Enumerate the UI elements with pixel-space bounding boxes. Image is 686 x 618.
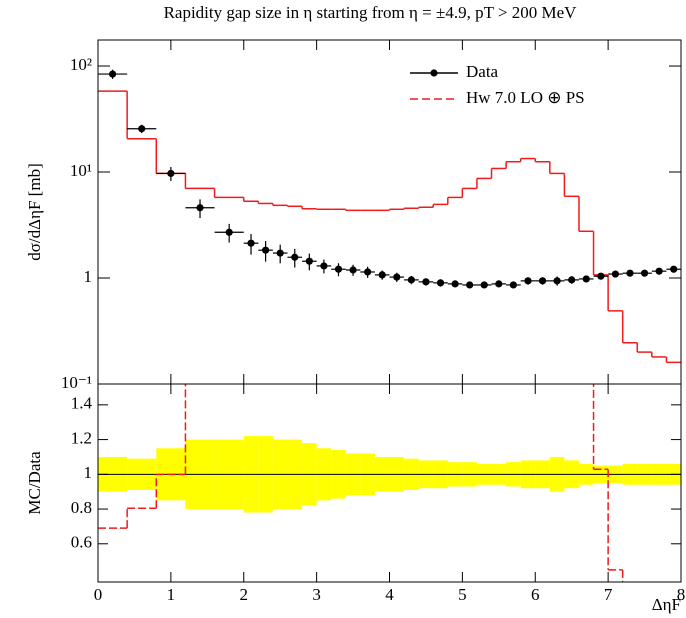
data-point (167, 169, 175, 178)
data-point (466, 281, 474, 289)
data-point (349, 266, 357, 274)
data-point (378, 271, 386, 279)
data-point (655, 267, 663, 275)
data-point (524, 277, 532, 285)
data-point (422, 278, 430, 286)
data-point (640, 269, 649, 277)
data-point (451, 280, 459, 288)
ratio-line (98, 384, 624, 582)
x-tick-label: 3 (312, 585, 321, 604)
y-tick-label: 10¹ (70, 161, 92, 180)
y-tick-label: 0.8 (71, 498, 92, 517)
main-frame (97, 39, 682, 385)
legend-marker (430, 69, 438, 77)
ratio-frame (97, 383, 682, 583)
legend-label: Data (466, 62, 499, 81)
data-point (611, 270, 620, 278)
data-point (670, 265, 678, 273)
x-tick-label: 5 (458, 585, 467, 604)
data-point (305, 257, 313, 265)
data-point (626, 269, 634, 277)
data-point (247, 239, 255, 247)
x-tick-label: 1 (167, 585, 176, 604)
x-tick-label: 6 (531, 585, 540, 604)
y-tick-label: 10⁻¹ (61, 373, 92, 392)
data-point (138, 125, 146, 133)
data-point (582, 275, 590, 283)
x-tick-label: 8 (677, 585, 686, 604)
y-tick-label: 1.2 (71, 428, 92, 447)
legend-label: Hw 7.0 LO ⊕ PS (466, 88, 585, 107)
data-point (553, 277, 561, 285)
y-tick-label: 10² (70, 55, 92, 74)
data-point (393, 273, 401, 281)
plot-layer (98, 69, 681, 582)
y-tick-label: 1 (84, 463, 93, 482)
y-tick-label: 1 (84, 267, 93, 286)
data-point (538, 277, 547, 285)
x-tick-label: 2 (240, 585, 249, 604)
x-tick-label: 4 (385, 585, 394, 604)
x-tick-label: 7 (604, 585, 613, 604)
data-point (196, 204, 204, 212)
x-tick-label: 0 (94, 585, 103, 604)
x-axis-label: ΔηF (652, 595, 681, 614)
y-tick-label: 1.4 (71, 394, 93, 413)
data-point (509, 281, 517, 289)
ratio-axis-label: MC/Data (25, 451, 44, 515)
data-point (364, 268, 372, 276)
y-axis-label: dσ/dΔηF [mb] (25, 163, 44, 260)
data-point (568, 276, 576, 284)
data-point (495, 280, 503, 288)
data-point (108, 70, 117, 78)
band-layer (98, 436, 681, 513)
data-point (291, 253, 299, 261)
data-point (480, 281, 488, 289)
data-point (276, 249, 284, 257)
y-tick-label: 0.6 (71, 533, 92, 552)
data-point (436, 279, 445, 287)
data-point (262, 246, 270, 254)
data-point (334, 265, 343, 273)
chart-title: Rapidity gap size in η starting from η =… (164, 3, 578, 22)
data-point (320, 262, 328, 270)
data-point (597, 272, 605, 280)
data-point (225, 228, 233, 236)
data-point (407, 276, 415, 284)
